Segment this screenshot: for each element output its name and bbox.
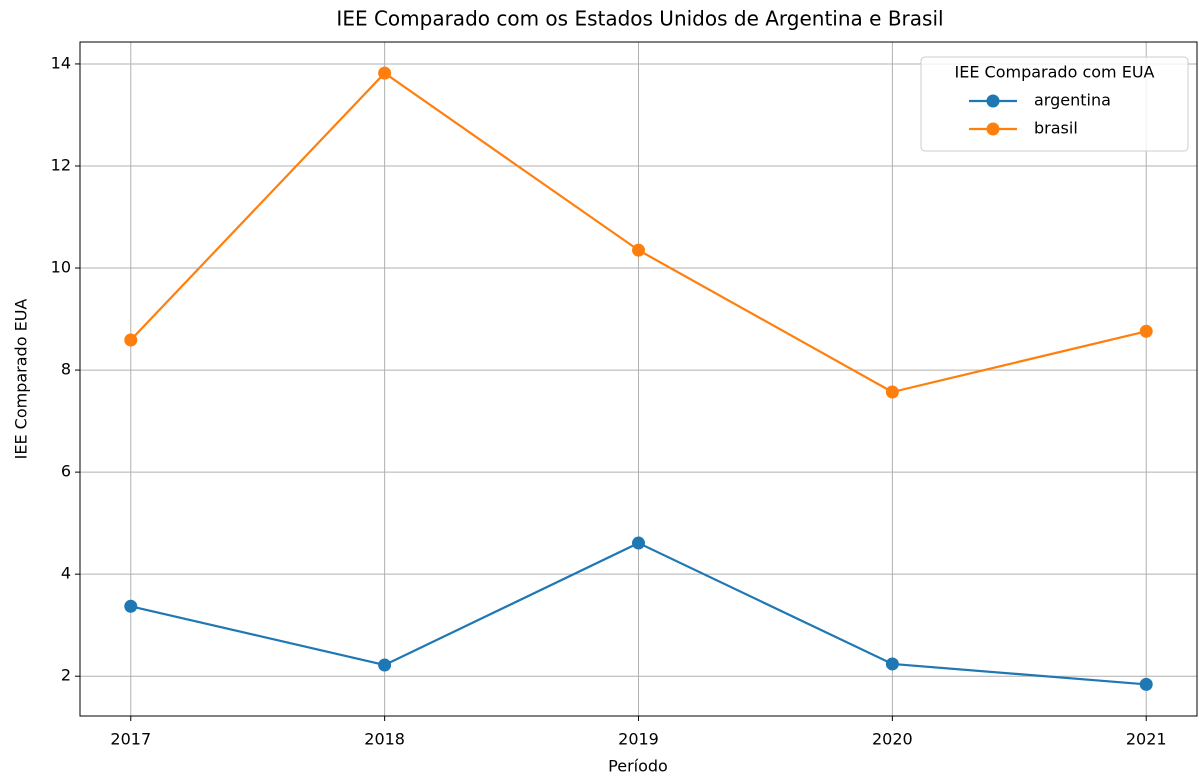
chart-title: IEE Comparado com os Estados Unidos de A… xyxy=(336,7,943,31)
data-point xyxy=(632,243,645,257)
legend-label: argentina xyxy=(1034,91,1111,110)
data-point xyxy=(632,536,645,550)
legend: IEE Comparado com EUA argentina brasil xyxy=(920,56,1189,152)
x-tick-label: 2021 xyxy=(1126,730,1167,749)
plot-frame xyxy=(79,41,1198,717)
data-point xyxy=(1139,677,1153,691)
x-axis-label: Período xyxy=(608,757,668,776)
y-tick-label: 12 xyxy=(51,155,71,174)
x-tick-label: 2019 xyxy=(618,730,659,749)
y-tick-label: 10 xyxy=(51,258,71,277)
legend-label: brasil xyxy=(1034,119,1078,138)
data-point xyxy=(124,599,138,613)
data-point xyxy=(378,658,392,672)
x-tick-label: 2018 xyxy=(364,730,405,749)
y-tick-label: 6 xyxy=(61,462,71,481)
legend-title: IEE Comparado com EUA xyxy=(955,63,1155,82)
x-tick-label: 2017 xyxy=(110,730,151,749)
y-tick-label: 2 xyxy=(61,666,71,685)
x-tick-label: 2020 xyxy=(872,730,913,749)
data-point xyxy=(1139,324,1153,338)
data-point xyxy=(124,333,138,347)
data-point xyxy=(378,66,392,80)
data-point xyxy=(885,657,899,671)
y-tick-label: 4 xyxy=(61,564,71,583)
legend-marker xyxy=(986,122,1000,136)
legend-marker xyxy=(986,94,1000,108)
y-tick-label: 14 xyxy=(51,53,71,72)
y-axis-label: IEE Comparado EUA xyxy=(12,299,31,460)
y-tick-label: 8 xyxy=(61,360,71,379)
data-point xyxy=(885,385,899,399)
